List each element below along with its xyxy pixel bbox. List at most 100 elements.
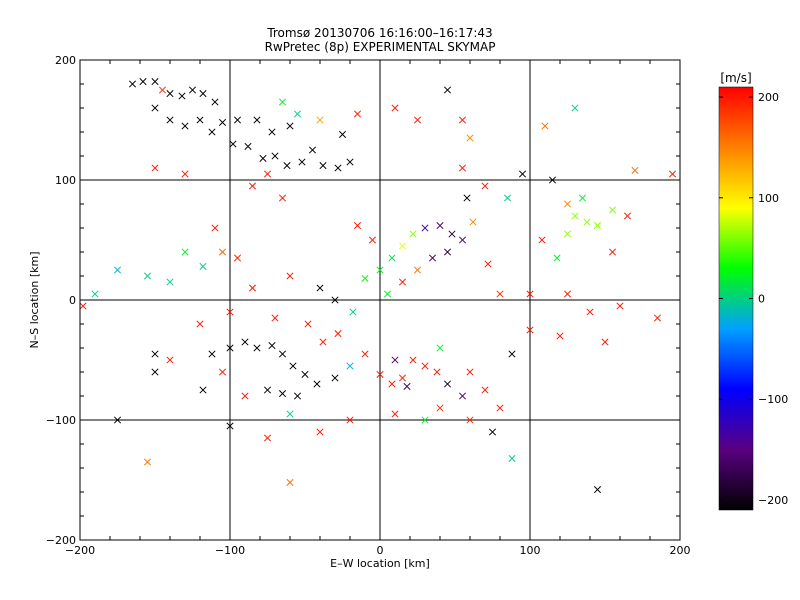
- x-marker: [334, 330, 342, 338]
- x-marker: [271, 314, 279, 322]
- x-marker: [563, 230, 572, 238]
- x-marker: [188, 86, 197, 94]
- x-marker: [496, 290, 504, 298]
- x-marker: [286, 478, 294, 486]
- x-marker: [541, 122, 549, 130]
- x-marker: [353, 110, 362, 118]
- x-marker: [316, 284, 324, 292]
- x-marker: [668, 170, 677, 178]
- x-tick-label: 0: [377, 544, 384, 557]
- x-marker: [481, 182, 489, 190]
- x-marker: [248, 284, 257, 292]
- x-marker: [218, 118, 227, 126]
- x-marker: [271, 152, 279, 160]
- x-marker: [226, 344, 234, 352]
- x-marker: [346, 362, 354, 370]
- x-marker: [391, 410, 399, 418]
- x-marker: [443, 86, 452, 94]
- x-tick-label: −100: [215, 544, 245, 557]
- x-marker: [218, 248, 227, 256]
- x-marker: [151, 350, 159, 358]
- x-marker: [293, 110, 302, 118]
- x-marker: [496, 404, 504, 412]
- x-marker: [398, 242, 407, 250]
- x-marker: [526, 290, 534, 298]
- x-marker: [304, 320, 312, 328]
- x-marker: [208, 350, 216, 358]
- x-marker: [139, 78, 147, 86]
- x-marker: [458, 116, 467, 124]
- x-marker: [308, 146, 317, 154]
- x-marker: [563, 200, 572, 208]
- x-marker: [178, 92, 186, 100]
- x-marker: [548, 176, 557, 184]
- x-marker: [361, 274, 369, 282]
- x-marker: [346, 416, 354, 424]
- x-marker: [278, 98, 287, 106]
- x-marker: [211, 98, 219, 106]
- x-marker: [278, 350, 287, 358]
- x-marker: [586, 308, 594, 316]
- x-marker: [526, 326, 534, 334]
- x-marker: [211, 224, 219, 232]
- x-marker: [226, 422, 234, 430]
- x-marker: [608, 248, 617, 256]
- x-marker: [301, 370, 309, 378]
- x-marker: [319, 338, 327, 346]
- x-marker: [436, 404, 444, 412]
- x-marker: [226, 308, 234, 316]
- x-marker: [403, 382, 411, 390]
- colorbar-tick-label: −200: [758, 494, 788, 507]
- x-marker: [181, 170, 189, 178]
- x-marker: [143, 458, 152, 466]
- colorbar-tick-label: −100: [758, 393, 788, 406]
- x-marker: [349, 308, 357, 316]
- x-marker: [233, 116, 242, 124]
- x-marker: [433, 368, 441, 376]
- x-marker: [571, 212, 579, 220]
- x-marker: [421, 416, 429, 424]
- x-marker: [278, 194, 287, 202]
- x-marker: [443, 380, 452, 388]
- x-marker: [253, 344, 261, 352]
- x-marker: [368, 236, 377, 244]
- x-marker: [158, 86, 167, 94]
- x-marker: [623, 212, 632, 220]
- x-marker: [334, 164, 342, 172]
- x-marker: [518, 170, 527, 178]
- x-marker: [488, 428, 497, 436]
- x-marker: [241, 392, 249, 400]
- x-marker: [241, 338, 249, 346]
- x-marker: [268, 128, 276, 136]
- x-marker: [331, 296, 339, 304]
- x-tick-label: 100: [520, 544, 541, 557]
- y-tick-label: 0: [69, 294, 76, 307]
- colorbar: [m/s] 200 100 0 −100 −200: [718, 71, 788, 511]
- grid-lines: [80, 60, 680, 540]
- x-marker: [376, 370, 384, 378]
- x-marker: [463, 194, 471, 202]
- x-axis-ticks: −200 −100 0 100 200: [65, 60, 691, 557]
- x-marker: [113, 266, 122, 274]
- x-marker: [388, 380, 396, 388]
- x-marker: [319, 162, 327, 170]
- x-marker: [283, 162, 291, 170]
- y-tick-label: 200: [55, 54, 76, 67]
- x-marker: [508, 454, 516, 462]
- chart-title: Tromsø 20130706 16:16:00–16:17:43: [266, 26, 492, 40]
- x-marker: [503, 194, 512, 202]
- x-marker: [218, 368, 227, 376]
- x-marker: [166, 278, 174, 286]
- x-marker: [571, 104, 579, 112]
- x-marker: [263, 386, 272, 394]
- x-marker: [553, 254, 561, 262]
- x-marker: [466, 416, 474, 424]
- x-marker: [538, 236, 546, 244]
- x-marker: [248, 182, 257, 190]
- x-marker: [151, 104, 159, 112]
- x-axis-label: E–W location [km]: [330, 557, 430, 570]
- x-marker: [388, 254, 396, 262]
- x-marker: [383, 290, 392, 298]
- x-marker: [208, 128, 216, 136]
